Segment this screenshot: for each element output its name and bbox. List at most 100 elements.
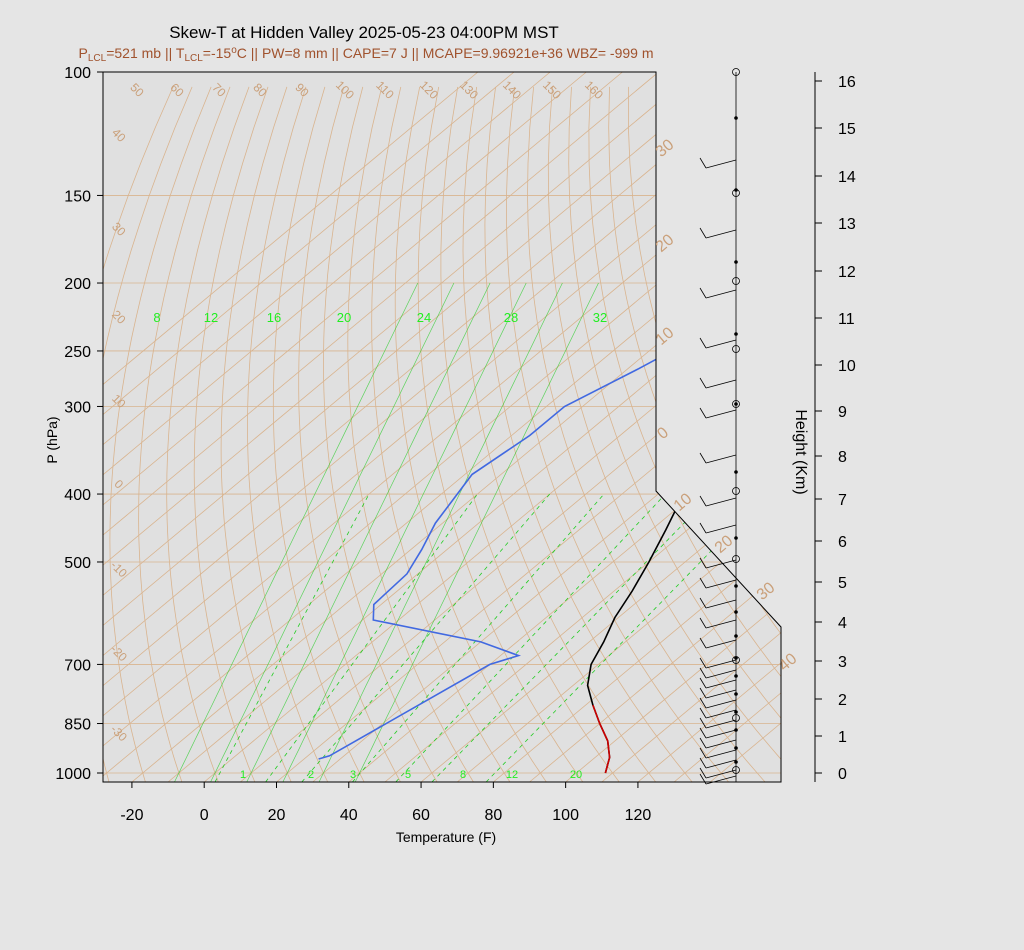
wind-barb-flag — [699, 495, 707, 507]
height-tick-label: 2 — [838, 692, 847, 709]
dry-adiabat — [347, 86, 478, 782]
isotherm — [103, 72, 551, 782]
wind-barb — [705, 739, 737, 749]
moist-adiabat — [207, 282, 455, 782]
wind-calm-circle — [732, 189, 740, 197]
dry-adiabat-lines — [103, 86, 781, 782]
moist-adiabat — [351, 282, 599, 782]
y-tick-label: 200 — [64, 276, 91, 293]
wind-dot — [734, 634, 738, 638]
isotherm — [637, 72, 781, 782]
isotherm — [103, 72, 732, 782]
wind-barb-flag — [699, 377, 707, 389]
y-tick-label: 150 — [64, 188, 91, 205]
wind-dot — [734, 610, 738, 614]
dry-adiabat — [462, 86, 661, 782]
wind-dot — [734, 692, 738, 696]
wind-barb — [705, 699, 737, 709]
isotherm — [103, 72, 479, 782]
isotherm — [103, 72, 659, 782]
isotherm — [565, 72, 781, 782]
mixing-ratio-top-label: 16 — [267, 310, 281, 325]
dry-adiabat — [323, 86, 441, 782]
wind-barb — [705, 719, 737, 729]
mixing-ratio-bottom-label: 3 — [350, 769, 356, 781]
height-tick-label: 13 — [838, 216, 856, 233]
wind-barb — [705, 749, 737, 759]
mixing-ratio-lines — [214, 493, 767, 782]
isotherm — [103, 72, 781, 782]
mixing-ratio-top-label: 20 — [337, 310, 351, 325]
height-axis-label: Height (Km) — [792, 409, 809, 494]
isotherm — [103, 72, 515, 782]
wind-barb-flag — [699, 727, 707, 739]
wind-barb — [705, 379, 737, 389]
isotherm — [103, 72, 623, 782]
x-axis: -20 0 20 40 60 80 100 120 — [120, 782, 651, 824]
dry-adiabat — [527, 86, 771, 782]
wind-barbs — [699, 68, 740, 785]
y-axis: 100 150 200 250 300 400 500 700 850 1000 — [55, 65, 103, 783]
wind-barb-flag — [699, 522, 707, 534]
wind-barb — [705, 599, 737, 609]
wind-calm-circle — [732, 555, 740, 563]
wind-dot — [734, 260, 738, 264]
wind-barb-flag — [699, 687, 707, 699]
wind-dot — [734, 402, 738, 406]
height-tick-label: 10 — [838, 358, 856, 375]
wind-barb-flag — [699, 773, 707, 785]
wind-dot — [734, 188, 738, 192]
wind-dot — [734, 584, 738, 588]
wind-barb — [705, 579, 737, 589]
wind-dot — [734, 470, 738, 474]
wind-dot — [734, 332, 738, 336]
wind-barb — [705, 759, 737, 769]
dry-adiabat — [138, 86, 231, 782]
wind-barb-flag — [699, 697, 707, 709]
isotherm-lines — [103, 72, 781, 782]
wind-barb-flag — [699, 737, 707, 749]
isotherm — [384, 72, 781, 782]
wind-calm-circle — [732, 766, 740, 774]
height-tick-label: 9 — [838, 404, 847, 421]
wind-dot — [734, 728, 738, 732]
dry-adiabat — [417, 86, 588, 782]
y-tick-label: 250 — [64, 344, 91, 361]
dry-adiabat — [440, 86, 625, 782]
x-tick-label: 120 — [625, 807, 652, 824]
wind-barb-flag — [699, 637, 707, 649]
height-tick-label: 0 — [838, 766, 847, 783]
y-tick-label: 500 — [64, 555, 91, 572]
mixing-ratio-line — [395, 493, 666, 782]
isotherm — [456, 72, 781, 782]
dry-adiabat — [272, 86, 368, 782]
wind-calm-circle — [732, 345, 740, 353]
wind-barb — [705, 524, 737, 534]
wind-dot — [734, 656, 738, 660]
wind-barb — [705, 409, 737, 419]
wind-barb — [705, 669, 737, 679]
dry-adiabat — [371, 86, 515, 782]
wind-barb-flag — [699, 707, 707, 719]
mixing-ratio-bottom-label: 12 — [506, 769, 518, 781]
y-axis-label: P (hPa) — [44, 416, 60, 463]
wind-barb — [705, 159, 737, 169]
isotherm — [167, 72, 781, 782]
wind-barb-flag — [699, 767, 707, 779]
wind-barb-flag — [699, 667, 707, 679]
wind-barb-flag — [699, 287, 707, 299]
isotherm — [103, 72, 768, 782]
mixing-ratio-line — [265, 493, 478, 782]
wind-barb-flag — [699, 452, 707, 464]
wind-barb-flag — [699, 407, 707, 419]
mixing-ratio-bottom-label: 8 — [460, 769, 466, 781]
x-tick-label: -20 — [120, 807, 143, 824]
mixing-ratio-bottom-label: 1 — [240, 769, 246, 781]
isotherm — [131, 72, 781, 782]
dry-adiabat — [220, 86, 295, 782]
x-tick-label: 80 — [484, 807, 502, 824]
isotherm — [601, 72, 781, 782]
dry-adiabat — [166, 86, 250, 782]
